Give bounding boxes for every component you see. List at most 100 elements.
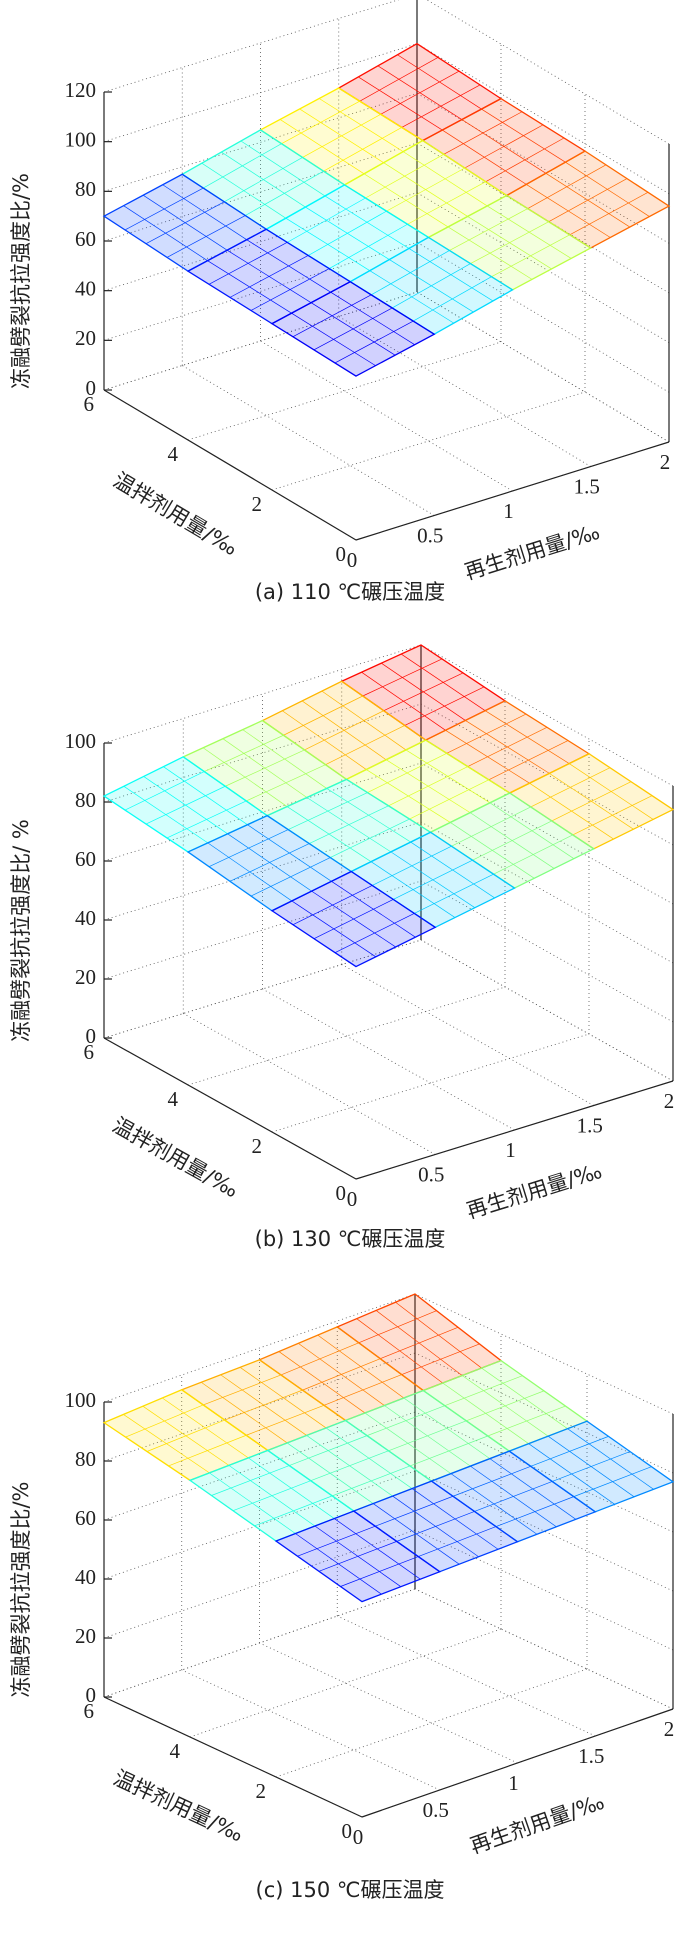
mesh-line <box>402 151 488 207</box>
grid-line <box>416 142 670 294</box>
mesh-line <box>467 726 548 767</box>
z-axis-label: 冻融劈裂抗拉强度比/% <box>9 173 33 389</box>
y-axis-label: 温拌剂用量/‰ <box>109 468 242 560</box>
mesh-line <box>124 187 204 231</box>
mesh-line <box>240 140 326 197</box>
z-tick-label: 60 <box>75 847 96 871</box>
grid-line <box>181 1669 440 1791</box>
mesh-line <box>225 749 305 787</box>
y-axis-label: 温拌剂用量/‰ <box>108 1113 242 1202</box>
mesh-line <box>232 1480 311 1512</box>
y-tick-label: 6 <box>84 392 95 416</box>
mesh-line <box>365 153 444 199</box>
mesh-line <box>392 263 471 309</box>
grid-line <box>271 1033 590 1133</box>
mesh-line <box>319 98 404 152</box>
mesh-line <box>443 111 523 155</box>
mesh-line <box>449 208 528 251</box>
z-tick-label: 80 <box>75 177 96 201</box>
grid-line <box>103 644 422 744</box>
grid-line <box>103 1293 416 1403</box>
mesh-line <box>292 885 373 926</box>
x-tick-label: 0.5 <box>423 1798 449 1822</box>
mesh-line <box>451 806 531 847</box>
mesh-line <box>444 1375 523 1406</box>
grid-line <box>416 192 670 344</box>
x-axis-label: 再生剂用量/‰ <box>464 1159 605 1223</box>
mesh-line <box>568 763 654 820</box>
mesh-line <box>309 805 389 844</box>
mesh-line <box>203 143 282 189</box>
mesh-line <box>304 710 384 751</box>
mesh-line <box>203 1374 282 1406</box>
grid-line <box>182 365 435 516</box>
grid-line <box>416 291 670 443</box>
mesh-line <box>289 1435 368 1466</box>
mesh-line <box>287 197 366 243</box>
grid-line <box>187 986 506 1086</box>
z-tick-label: 20 <box>75 1624 96 1648</box>
z-axis-label: 冻融劈裂抗拉强度比/ % <box>9 819 33 1042</box>
z-tick-label: 60 <box>75 1506 96 1530</box>
grid-line <box>262 988 515 1131</box>
mesh-line <box>326 788 411 843</box>
mesh-line <box>281 100 360 144</box>
mesh-line <box>397 54 482 110</box>
mesh-line <box>302 113 381 158</box>
mesh-line <box>446 713 527 754</box>
mesh-line <box>308 210 387 256</box>
grid-line <box>103 762 422 862</box>
mesh-line <box>470 221 549 264</box>
mesh-line <box>396 1511 475 1542</box>
x-tick-label: 0.5 <box>418 1162 444 1186</box>
x-tick-label: 1.5 <box>574 474 600 498</box>
mesh-line <box>567 1428 654 1490</box>
grid-line <box>414 1588 674 1710</box>
x-tick-label: 2 <box>664 1089 675 1113</box>
mesh-line <box>405 749 491 804</box>
mesh-line <box>310 1450 389 1482</box>
mesh-line <box>410 841 495 899</box>
grid-line <box>420 762 674 905</box>
grid-line <box>103 939 422 1039</box>
axis-line <box>355 441 670 541</box>
caption: (c) 150 ℃碾压温度 <box>256 1878 445 1902</box>
y-tick-label: 4 <box>168 442 179 466</box>
mesh-line <box>371 250 450 296</box>
mesh-line <box>481 108 566 163</box>
grid-line <box>337 1615 596 1737</box>
z-tick-label: 80 <box>75 788 96 812</box>
z-tick-label: 100 <box>65 127 97 151</box>
grid-line <box>275 1668 588 1778</box>
y-tick-label: 0 <box>342 1819 353 1843</box>
y-tick-label: 2 <box>256 1779 267 1803</box>
grid-line <box>414 1588 674 1710</box>
mesh-line <box>239 1367 327 1429</box>
axis-line <box>361 1708 674 1818</box>
y-tick-label: 2 <box>252 1134 263 1158</box>
mesh-line <box>145 785 226 825</box>
mesh-line <box>472 820 552 861</box>
mesh-line <box>229 255 309 298</box>
mesh-line <box>464 124 544 169</box>
mesh-line <box>487 205 572 259</box>
mesh-line <box>145 201 225 244</box>
x-axis-label: 再生剂用量/‰ <box>462 520 603 585</box>
mesh-line <box>358 1310 437 1344</box>
mesh-line <box>331 881 416 938</box>
grid-line <box>271 391 586 491</box>
z-tick-label: 100 <box>65 729 97 753</box>
grid-line <box>103 880 422 980</box>
mesh-line <box>481 1367 568 1429</box>
z-tick-label: 40 <box>75 906 96 930</box>
x-tick-label: 1 <box>505 1138 516 1162</box>
mesh-line <box>204 734 284 772</box>
x-tick-label: 2 <box>660 450 671 474</box>
z-tick-label: 100 <box>65 1388 97 1412</box>
mesh-line <box>162 184 247 241</box>
x-tick-label: 0 <box>347 548 358 572</box>
x-tick-label: 1 <box>508 1771 519 1795</box>
mesh-line <box>380 70 460 115</box>
mesh-line <box>565 161 650 217</box>
